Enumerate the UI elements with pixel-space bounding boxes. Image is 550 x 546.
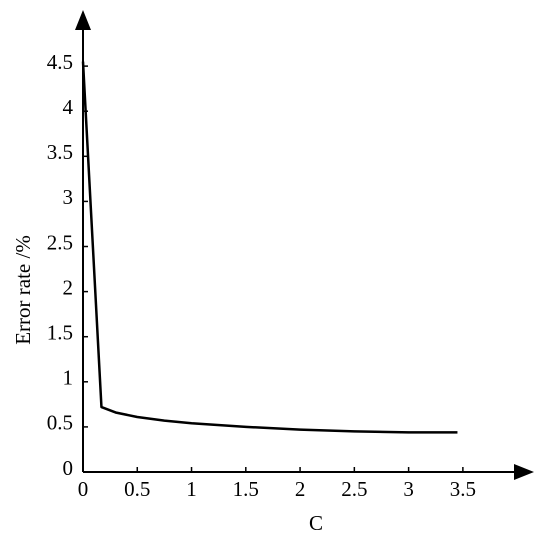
x-tick-label: 1 (186, 477, 197, 501)
x-tick-label: 2.5 (341, 477, 367, 501)
x-axis-label: C (309, 511, 323, 535)
y-tick-label: 3.5 (47, 140, 73, 164)
y-tick-label: 0 (63, 456, 74, 480)
x-tick-label: 0.5 (124, 477, 150, 501)
x-tick-label: 3 (403, 477, 414, 501)
y-tick-label: 3 (63, 185, 74, 209)
y-tick-label: 2 (63, 275, 74, 299)
y-tick-label: 4.5 (47, 50, 73, 74)
x-axis-arrow (514, 464, 534, 480)
y-tick-label: 1 (63, 366, 74, 390)
y-tick-label: 1.5 (47, 321, 73, 345)
y-tick-label: 4 (63, 95, 74, 119)
x-tick-label: 1.5 (233, 477, 259, 501)
x-tick-label: 2 (295, 477, 306, 501)
y-axis-arrow (75, 10, 91, 30)
line (81, 61, 458, 434)
x-tick-label: 0 (78, 477, 89, 501)
y-tick-label: 0.5 (47, 411, 73, 435)
y-tick-label: 2.5 (47, 230, 73, 254)
y-axis-label: Error rate /% (11, 235, 35, 345)
x-tick-label: 3.5 (450, 477, 476, 501)
